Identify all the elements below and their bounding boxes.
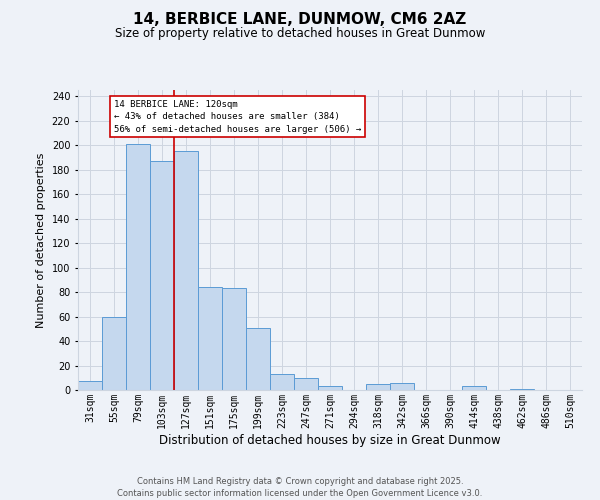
Bar: [174, 151, 198, 390]
Bar: [102, 316, 126, 390]
Bar: [150, 161, 174, 390]
Bar: [78, 382, 102, 390]
X-axis label: Distribution of detached houses by size in Great Dunmow: Distribution of detached houses by size …: [159, 434, 501, 446]
Bar: [294, 378, 318, 390]
Bar: [246, 328, 270, 390]
Text: 14 BERBICE LANE: 120sqm
← 43% of detached houses are smaller (384)
56% of semi-d: 14 BERBICE LANE: 120sqm ← 43% of detache…: [114, 100, 361, 134]
Text: Size of property relative to detached houses in Great Dunmow: Size of property relative to detached ho…: [115, 28, 485, 40]
Bar: [366, 384, 390, 390]
Bar: [198, 287, 222, 390]
Text: Contains HM Land Registry data © Crown copyright and database right 2025.
Contai: Contains HM Land Registry data © Crown c…: [118, 476, 482, 498]
Bar: [510, 389, 534, 390]
Bar: [462, 386, 486, 390]
Bar: [318, 386, 342, 390]
Bar: [390, 382, 414, 390]
Bar: [270, 374, 294, 390]
Y-axis label: Number of detached properties: Number of detached properties: [36, 152, 46, 328]
Bar: [126, 144, 150, 390]
Bar: [222, 288, 246, 390]
Text: 14, BERBICE LANE, DUNMOW, CM6 2AZ: 14, BERBICE LANE, DUNMOW, CM6 2AZ: [133, 12, 467, 28]
